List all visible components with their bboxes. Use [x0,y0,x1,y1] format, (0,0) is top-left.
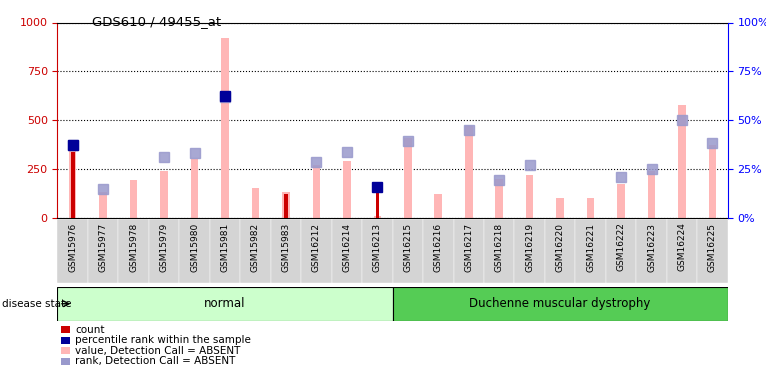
Bar [666,219,697,283]
Bar [270,219,301,283]
Text: GSM16224: GSM16224 [677,223,686,272]
Text: GSM16218: GSM16218 [495,223,504,272]
Bar [282,192,290,217]
Bar [221,38,229,218]
Bar [210,219,241,283]
Text: GSM16215: GSM16215 [404,223,412,272]
Text: GSM15978: GSM15978 [129,223,138,272]
Text: GSM15982: GSM15982 [251,223,260,272]
Bar [332,219,362,283]
Text: GSM16217: GSM16217 [464,223,473,272]
Text: GSM16213: GSM16213 [373,223,381,272]
Bar [556,198,564,217]
Text: GSM16219: GSM16219 [525,223,534,272]
Bar [57,287,392,321]
Text: GSM16220: GSM16220 [555,223,565,272]
Bar [252,188,259,218]
Text: GSM15980: GSM15980 [190,223,199,272]
Bar [241,219,270,283]
Text: rank, Detection Call = ABSENT: rank, Detection Call = ABSENT [75,356,235,366]
Bar [496,178,503,218]
Bar [697,219,728,283]
Text: GSM16214: GSM16214 [342,223,352,272]
Bar [129,180,137,218]
Text: GSM16223: GSM16223 [647,223,656,272]
Bar [709,146,716,218]
Bar [465,126,473,218]
Bar [119,219,149,283]
Text: Duchenne muscular dystrophy: Duchenne muscular dystrophy [470,297,651,310]
Bar [617,184,625,218]
Text: GSM16221: GSM16221 [586,223,595,272]
Text: GDS610 / 49455_at: GDS610 / 49455_at [92,15,221,28]
Bar [515,219,545,283]
Bar [100,192,107,217]
Bar [191,159,198,218]
Text: GSM15976: GSM15976 [68,223,77,272]
Bar [678,105,686,218]
Bar [69,151,77,217]
Bar [343,161,351,218]
Bar [70,152,74,217]
Text: count: count [75,325,105,334]
Text: disease state: disease state [2,299,71,309]
Text: value, Detection Call = ABSENT: value, Detection Call = ABSENT [75,346,241,355]
Bar [284,194,288,217]
Bar [313,165,320,218]
Bar [423,219,453,283]
Text: percentile rank within the sample: percentile rank within the sample [75,335,251,345]
Bar [404,138,411,218]
Bar [484,219,515,283]
Text: GSM15977: GSM15977 [99,223,108,272]
Bar [392,219,423,283]
Bar [637,219,666,283]
Bar [88,219,119,283]
Text: GSM16225: GSM16225 [708,223,717,272]
Text: GSM16222: GSM16222 [617,223,626,272]
Bar [648,171,656,217]
Text: GSM15983: GSM15983 [281,223,290,272]
Bar [374,216,381,217]
Bar [392,287,728,321]
Bar [375,188,379,218]
Bar [606,219,637,283]
Bar [526,175,533,217]
Bar [575,219,606,283]
Text: GSM15979: GSM15979 [159,223,169,272]
Text: GSM16216: GSM16216 [434,223,443,272]
Bar [453,219,484,283]
Bar [587,198,594,217]
Text: normal: normal [205,297,246,310]
Bar [362,219,392,283]
Bar [160,171,168,217]
Bar [149,219,179,283]
Text: GSM16212: GSM16212 [312,223,321,272]
Bar [57,219,88,283]
Bar [301,219,332,283]
Bar [545,219,575,283]
Bar [434,194,442,217]
Bar [179,219,210,283]
Text: GSM15981: GSM15981 [221,223,230,272]
